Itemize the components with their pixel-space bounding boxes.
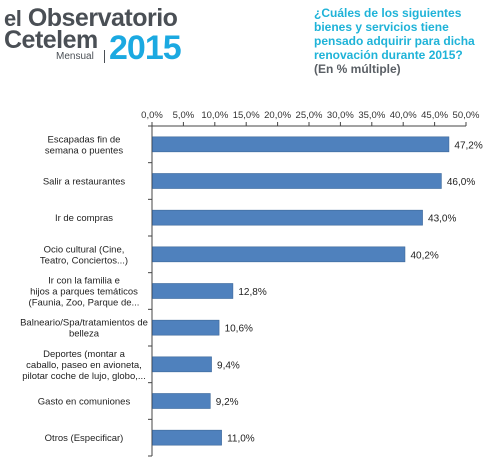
- bar: [152, 136, 450, 153]
- category-label: Ir con la familia e hijos a parques temát…: [29, 276, 140, 309]
- x-tick-label: 5,0%: [173, 110, 195, 121]
- logo: el Observatorio Cetelem Mensual 2015: [4, 4, 190, 67]
- value-label: 9,2%: [216, 397, 239, 408]
- x-tick-label: 25,0%: [296, 110, 323, 121]
- value-label: 46,0%: [447, 177, 475, 188]
- category-label-line: Balneario/Spa/tratamientos de: [20, 318, 148, 329]
- chart-question: ¿Cuáles de los siguientes bienes y servi…: [314, 6, 486, 76]
- value-label: 40,2%: [410, 250, 438, 261]
- x-tick-label: 35,0%: [358, 110, 385, 121]
- category-label-line: Escapadas fin de: [48, 134, 121, 145]
- bar: [152, 429, 222, 446]
- logo-separator: [104, 50, 105, 63]
- category-label: Ir de compras: [55, 213, 113, 224]
- bar: [152, 283, 234, 299]
- category-label: Salir a restaurantes: [43, 177, 126, 188]
- value-label: 10,6%: [225, 324, 253, 335]
- value-label: 11,0%: [227, 434, 255, 445]
- category-label-line: pilotar coche de lujo, globo,...: [22, 371, 146, 382]
- category-label-line: caballo, paseo en avioneta,: [26, 360, 142, 371]
- x-tick-label: 10,0%: [201, 110, 228, 121]
- value-label: 47,2%: [454, 140, 482, 151]
- x-tick-label: 45,0%: [421, 110, 448, 121]
- bar: [152, 356, 212, 373]
- x-tick-label: 40,0%: [390, 110, 417, 121]
- bar: [152, 209, 423, 226]
- bar: [152, 246, 406, 263]
- logo-line2: Cetelem: [4, 26, 98, 54]
- category-label-line: Ir de compras: [55, 213, 113, 224]
- category-label-line: Otros (Especificar): [45, 433, 124, 444]
- x-tick-label: 50,0%: [453, 110, 480, 121]
- category-label-line: belleza: [69, 329, 100, 340]
- category-label-line: semana o puentes: [45, 145, 123, 156]
- category-label: Escapadas fin de semana o puentes: [45, 134, 123, 156]
- bar: [152, 393, 211, 409]
- x-tick-label: 0,0%: [141, 110, 163, 121]
- category-label-line: Salir a restaurantes: [43, 177, 126, 188]
- logo-line1-word: Observatorio: [27, 4, 178, 32]
- logo-line1-prefix: el: [4, 6, 22, 31]
- question-note: (En % múltiple): [314, 62, 401, 76]
- category-label-line: Ir con la familia e: [48, 276, 120, 287]
- x-tick-label: 20,0%: [264, 110, 291, 121]
- question-text: ¿Cuáles de los siguientes bienes y servi…: [314, 6, 475, 62]
- category-label-line: Gasto en comuniones: [38, 397, 131, 408]
- value-label: 43,0%: [428, 214, 456, 225]
- category-label-line: Ocio cultural (Cine,: [44, 244, 125, 255]
- category-label: Otros (Especificar): [45, 433, 124, 444]
- bar: [152, 319, 220, 336]
- category-label: Balneario/Spa/tratamientos de belleza: [20, 318, 148, 340]
- value-label: 9,4%: [217, 360, 240, 371]
- category-label: Ocio cultural (Cine, Teatro, Conciertos..…: [40, 244, 128, 266]
- logo-sub: Mensual: [56, 51, 94, 62]
- category-label-line: (Faunia, Zoo, Parque de...: [29, 298, 140, 309]
- category-label-line: Deportes (montar a: [43, 349, 126, 360]
- category-label-line: Teatro, Conciertos...): [40, 255, 128, 266]
- category-label: Deportes (montar a caballo, paseo en avio…: [22, 349, 146, 382]
- bar: [152, 173, 442, 189]
- logo-year: 2015: [109, 29, 182, 67]
- value-label: 12,8%: [238, 287, 266, 298]
- category-label: Gasto en comuniones: [38, 397, 131, 408]
- x-tick-label: 30,0%: [327, 110, 354, 121]
- category-label-line: hijos a parques temáticos: [30, 287, 138, 298]
- x-tick-label: 15,0%: [233, 110, 260, 121]
- logo-line1: el Observatorio: [4, 4, 178, 33]
